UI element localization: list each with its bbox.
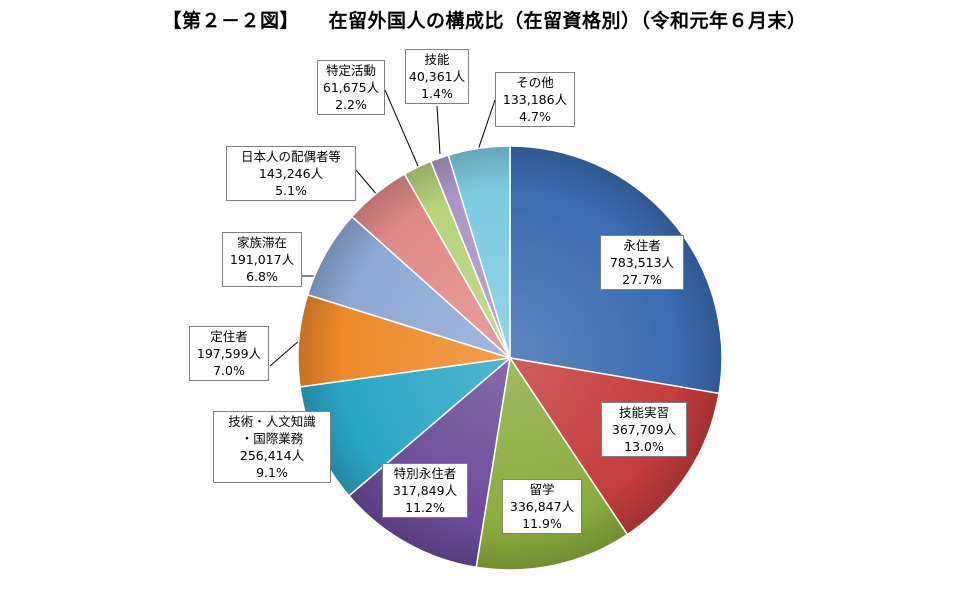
slice-label-percent: 27.7% xyxy=(622,272,662,287)
slice-label-7: 日本人の配偶者等 143,246人 5.1% xyxy=(226,146,356,201)
slice-label-name: 日本人の配偶者等 xyxy=(240,149,341,164)
slice-label-count: 133,186人 xyxy=(502,92,568,107)
slice-label-count: 336,847人 xyxy=(509,499,575,514)
slice-label-name: 技術・人文知識 xyxy=(228,414,316,429)
leader-line-5 xyxy=(269,339,301,367)
slice-label-percent: 1.4% xyxy=(421,86,453,101)
slice-label-name: 家族滞在 xyxy=(236,235,287,250)
leader-line-10 xyxy=(477,99,496,151)
chart-title: 【第２－２図】 在留外国人の構成比（在留資格別）（令和元年６月末） xyxy=(162,10,807,32)
slice-label-percent: 4.7% xyxy=(519,109,551,124)
slice-label-percent: 11.2% xyxy=(405,500,445,515)
slice-label-name: 技能実習 xyxy=(618,405,669,420)
slice-label-percent: 7.0% xyxy=(213,363,245,378)
slice-label-name: その他 xyxy=(516,75,554,90)
slice-label-count: 783,513人 xyxy=(609,255,675,270)
slice-label-0: 永住者 783,513人 27.7% xyxy=(600,235,684,290)
slice-label-10: その他 133,186人 4.7% xyxy=(495,72,575,127)
slice-label-name: 特定活動 xyxy=(325,63,376,78)
slice-label-8: 特定活動 61,675人 2.2% xyxy=(317,60,385,115)
slice-label-name: 技能 xyxy=(424,52,450,67)
slice-label-1: 技能実習 367,709人 13.0% xyxy=(601,402,687,457)
slice-label-count: 40,361人 xyxy=(408,69,466,84)
slice-label-2: 留学 336,847人 11.9% xyxy=(502,479,582,534)
slice-label-name: 留学 xyxy=(529,482,555,497)
slice-label-count: 317,849人 xyxy=(392,483,458,498)
slice-label-9: 技能 40,361人 1.4% xyxy=(405,49,469,104)
slice-label-percent: 13.0% xyxy=(624,439,664,454)
leader-line-8 xyxy=(384,89,419,167)
slice-label-3: 特別永住者 317,849人 11.2% xyxy=(382,463,468,518)
slice-label-5: 定住者 197,599人 7.0% xyxy=(189,326,269,381)
slice-label-name: 永住者 xyxy=(623,238,661,253)
slice-label-percent: 9.1% xyxy=(256,465,288,480)
slice-label-percent: 6.8% xyxy=(246,269,278,284)
slice-label-6: 家族滞在 191,017人 6.8% xyxy=(222,232,302,287)
slice-label-count: 191,017人 xyxy=(229,252,295,267)
slice-label-count: 197,599人 xyxy=(196,346,262,361)
slice-label-4: 技術・人文知識 ・国際業務 256,414人 9.1% xyxy=(213,411,331,483)
slice-label-percent: 2.2% xyxy=(335,97,367,112)
slice-label-count: 61,675人 xyxy=(322,80,380,95)
slice-label-count: 143,246人 xyxy=(258,166,324,181)
leader-lines xyxy=(269,89,496,453)
pie-slice-10 xyxy=(447,145,511,359)
slice-label-count: 256,414人 xyxy=(239,448,305,463)
slice-label-percent: 5.1% xyxy=(275,183,307,198)
leader-line-9 xyxy=(436,105,441,155)
slice-label-percent: 11.9% xyxy=(522,516,562,531)
slice-label-count: 367,709人 xyxy=(611,422,677,437)
slice-label-name: 特別永住者 xyxy=(393,466,457,481)
leader-line-7 xyxy=(355,169,379,197)
slice-label-name: ・国際業務 xyxy=(240,431,304,446)
slice-label-name: 定住者 xyxy=(210,329,248,344)
